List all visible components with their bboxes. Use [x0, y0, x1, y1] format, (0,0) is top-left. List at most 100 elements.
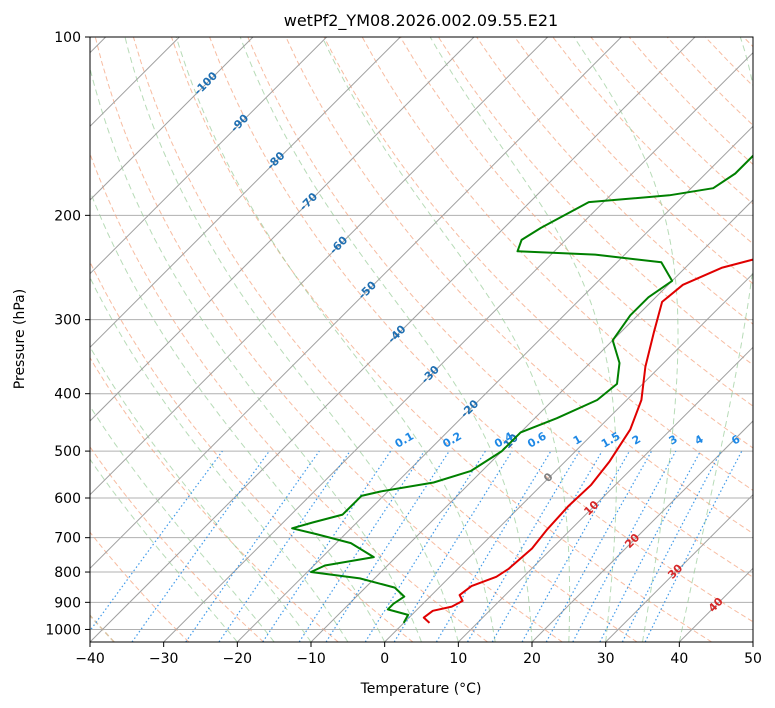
mixing-ratio-label: 4: [692, 432, 705, 447]
mixing-ratio-line: [545, 450, 653, 642]
dry-adiabat: [90, 446, 264, 642]
y-tick-label: 300: [54, 313, 81, 329]
dry-adiabat: [323, 37, 753, 491]
x-tick-label: −10: [296, 651, 326, 667]
mixing-ratio-line: [572, 450, 677, 642]
isotherm: [752, 641, 753, 642]
dry-adiabat: [285, 37, 753, 535]
dry-adiabat: [209, 37, 753, 623]
moist-adiabat: [573, 37, 679, 642]
x-tick-label: 50: [744, 651, 762, 667]
mixing-ratio-line: [466, 450, 580, 642]
x-tick-label: 10: [449, 651, 467, 667]
moist-adiabat: [90, 66, 422, 642]
mixing-ratio-line: [90, 450, 223, 632]
mixing-ratio-line: [521, 450, 631, 642]
dewpoint-profile-line: [291, 154, 753, 624]
mixing-ratio-line: [599, 450, 702, 642]
isotherm: [90, 37, 401, 349]
dry-adiabat: [552, 37, 753, 245]
dry-adiabat: [514, 37, 753, 285]
dry-adiabat: [90, 152, 488, 642]
moist-adiabat: [90, 189, 386, 642]
x-tick-label: −40: [75, 651, 105, 667]
y-axis-ticks: 100 200 300 400 500 600 700 800 900 1000: [45, 30, 90, 638]
y-tick-label: 200: [54, 208, 81, 224]
dry-adiabats: [90, 37, 753, 642]
plot-area: -100-90-80-70-60-50-40-30-20-10010203040…: [90, 37, 772, 642]
mixing-ratio-label: 0.2: [441, 430, 464, 451]
y-tick-label: 1000: [45, 622, 81, 638]
isotherm: [457, 346, 753, 642]
moist-adiabat: [239, 37, 533, 642]
plot-frame: [89, 36, 754, 643]
mixing-ratio-line: [298, 450, 425, 642]
x-tick-label: −30: [149, 651, 179, 667]
moist-adiabat: [678, 37, 753, 642]
y-tick-label: 500: [54, 444, 81, 460]
background-line-labels: -100-90-80-70-60-50-40-30-20-10010203040…: [191, 69, 772, 615]
mixing-ratio-line: [393, 450, 513, 642]
moist-adiabat: [429, 37, 617, 642]
dry-adiabat: [361, 37, 753, 449]
mixing-ratio-label: 1: [571, 433, 584, 448]
moist-adiabat: [321, 37, 571, 642]
dry-adiabat: [94, 37, 563, 642]
x-tick-label: 30: [597, 651, 615, 667]
chart-title: wetPf2_YM08.2026.002.09.55.E21: [284, 11, 558, 31]
mixing-ratio-label: 8: [759, 433, 772, 448]
isotherm: [163, 51, 753, 642]
x-tick-label: 40: [670, 651, 688, 667]
y-tick-label: 800: [54, 565, 81, 581]
isotherm: [605, 493, 753, 642]
temperature-profile-line: [422, 258, 753, 624]
isotherm-label: -40: [385, 322, 408, 345]
mixing-ratio-label: 2: [630, 433, 643, 448]
mixing-ratio-label: 3: [667, 433, 680, 448]
moist-adiabat: [90, 276, 349, 642]
y-axis-label: Pressure (hPa): [12, 289, 28, 389]
mixing-ratio-label: 0.6: [525, 429, 549, 450]
moist-adiabats: [90, 37, 753, 642]
dry-adiabat: [247, 37, 753, 578]
isotherm-label: 30: [665, 561, 685, 581]
dry-adiabat: [90, 356, 339, 642]
moist-adiabat: [90, 405, 275, 642]
isotherm-label: 10: [581, 498, 601, 518]
dry-adiabat: [90, 260, 414, 642]
dry-adiabat: [743, 37, 753, 48]
x-axis-label: Temperature (°C): [360, 681, 482, 697]
x-tick-label: 20: [523, 651, 541, 667]
isotherm: [678, 567, 753, 642]
y-tick-label: 600: [54, 491, 81, 507]
moist-adiabat: [175, 37, 496, 642]
isotherm: [90, 37, 549, 496]
x-tick-label: −20: [223, 651, 253, 667]
isotherm: [236, 125, 753, 642]
moist-adiabat: [90, 458, 238, 642]
x-tick-label: 0: [380, 651, 389, 667]
dry-adiabat: [132, 37, 638, 642]
isotherm: [90, 37, 475, 422]
profile-series: [291, 154, 753, 624]
mixing-ratio-label: 0.1: [393, 430, 416, 451]
dry-adiabat: [666, 37, 753, 126]
moist-adiabat: [124, 37, 459, 642]
mixing-ratio-label: 6: [729, 432, 742, 447]
dry-adiabat: [590, 37, 753, 205]
x-axis-ticks: −40 −30 −20 −10 0 10 20 30 40 50: [75, 642, 762, 667]
y-tick-label: 100: [54, 30, 81, 46]
dry-adiabat: [399, 37, 753, 407]
isotherm: [310, 199, 753, 642]
isotherm: [384, 272, 753, 642]
mixing-ratio-line: [262, 450, 392, 642]
isotherm: [90, 37, 254, 201]
isotherm-label: -20: [458, 397, 481, 420]
mixing-ratio-line: [644, 450, 743, 642]
dry-adiabat: [704, 37, 753, 87]
y-tick-label: 900: [54, 595, 81, 611]
y-tick-label: 700: [54, 531, 81, 547]
moist-adiabat: [90, 346, 312, 642]
isotherm: [531, 420, 753, 642]
